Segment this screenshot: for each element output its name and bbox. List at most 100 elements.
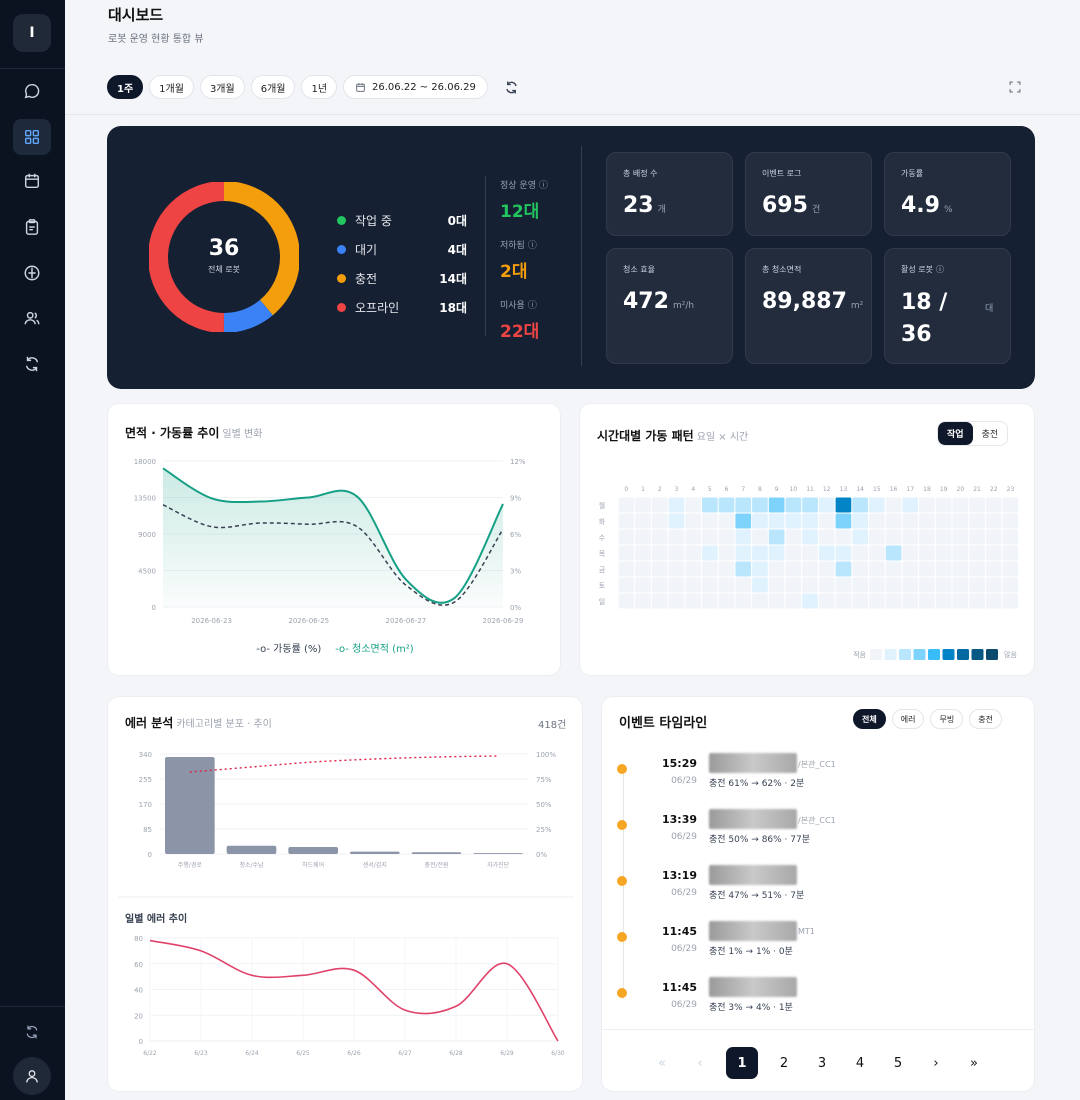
event-date: 06/29 <box>671 944 697 954</box>
error-bar <box>165 756 215 854</box>
page-1-button[interactable]: 1 <box>726 1047 758 1079</box>
event-date: 06/29 <box>671 832 697 842</box>
info-icon[interactable]: ⓘ <box>538 181 548 191</box>
day-label: 토 <box>599 582 606 590</box>
hour-label: 20 <box>957 486 965 493</box>
timeline-event[interactable]: 13:19 06/29 충전 47% → 51% · 7분 <box>602 865 1022 925</box>
kpi-label: 활성 로봇 ⓘ <box>901 264 944 275</box>
prev-page-button[interactable]: ‹ <box>697 1055 703 1071</box>
page-4-button[interactable]: 4 <box>855 1055 865 1071</box>
sidebar-sync-button[interactable] <box>13 1014 51 1050</box>
filter-error[interactable]: 에러 <box>891 709 925 729</box>
sidebar-item-dashboard[interactable] <box>13 119 51 155</box>
page-2-button[interactable]: 2 <box>779 1055 789 1071</box>
heatmap-cell <box>768 593 785 609</box>
hour-label: 21 <box>973 486 981 493</box>
timeline-event[interactable]: 11:45 06/29 충전 3% → 4% · 1분 <box>602 977 1022 1037</box>
legend-rate[interactable]: -o- 가동률 (%) <box>256 644 322 655</box>
y-tick: 0 <box>139 1038 143 1046</box>
day-label: 월 <box>599 501 605 510</box>
toggle-work[interactable]: 작업 <box>938 422 973 445</box>
sidebar-item-tasks[interactable] <box>13 209 51 245</box>
donut-segment <box>149 182 299 332</box>
info-icon[interactable]: ⓘ <box>527 241 537 251</box>
heatmap-cell <box>752 529 768 545</box>
error-count: 418건 <box>538 720 567 731</box>
heatmap-cell <box>768 561 785 577</box>
kpi-value: 4.9% <box>901 193 953 218</box>
app-logo[interactable]: I <box>13 14 51 52</box>
heatmap-cell <box>952 593 969 609</box>
heatmap-cell <box>635 593 651 609</box>
hour-label: 9 <box>775 486 779 493</box>
heatmap-cell <box>668 593 685 609</box>
y-tick-left: 0 <box>148 851 152 859</box>
x-tick: 6/27 <box>398 1050 412 1057</box>
timeline-event[interactable]: 13:39 06/29 /본관_CC1 충전 50% → 86% · 77분 <box>602 809 1022 869</box>
kpi-assigned: 총 배정 수 23 개 <box>606 152 733 236</box>
heatmap-cell <box>752 497 768 513</box>
heatmap-cell <box>885 593 902 609</box>
legend-swatch <box>957 649 969 660</box>
heatmap-cell <box>885 545 902 561</box>
sidebar-item-map[interactable] <box>13 255 51 291</box>
next-page-button[interactable]: › <box>933 1055 939 1071</box>
refresh-button[interactable] <box>500 75 524 99</box>
heatmap-cell <box>952 545 969 561</box>
category-label: 주행/경로 <box>178 861 203 869</box>
filter-charging[interactable]: 충전 <box>969 709 1002 729</box>
x-tick: 6/29 <box>500 1050 514 1057</box>
sidebar-item-calendar[interactable] <box>13 163 51 199</box>
user-avatar[interactable] <box>13 1057 51 1095</box>
sidebar-item-chat[interactable] <box>13 73 51 109</box>
toggle-charge[interactable]: 충전 <box>981 430 999 440</box>
fullscreen-button[interactable] <box>1008 79 1022 98</box>
heatmap-cell <box>651 577 668 593</box>
kpi-label-text: 활성 로봇 <box>901 265 933 274</box>
kpi-unit: 건 <box>811 205 821 215</box>
health-degraded-value: 2대 <box>500 262 528 282</box>
heatmap-cell <box>935 497 952 513</box>
card-title: 이벤트 타임라인 <box>619 716 708 731</box>
period-3m-button[interactable]: 3개월 <box>199 75 245 99</box>
sidebar-item-sync[interactable] <box>13 346 51 382</box>
period-6m-button[interactable]: 6개월 <box>250 75 296 99</box>
kpi-number: 472 <box>623 289 669 314</box>
page-3-button[interactable]: 3 <box>817 1055 827 1071</box>
heatmap-cell <box>952 513 969 529</box>
y-tick-right: 100% <box>536 751 556 759</box>
period-filter: 1주 1개월 3개월 6개월 1년 26.06.22 ~ 26.06.29 <box>107 75 524 99</box>
event-dot <box>617 764 627 774</box>
date-range-picker[interactable]: 26.06.22 ~ 26.06.29 <box>343 75 488 99</box>
timeline-event[interactable]: 15:29 06/29 /본관_CC1 충전 61% → 62% · 2분 <box>602 753 1022 813</box>
legend-label: 충전 <box>355 272 378 286</box>
heatmap-cell <box>919 529 935 545</box>
legend-swatch <box>971 649 984 660</box>
last-page-button[interactable]: » <box>970 1055 978 1071</box>
info-icon[interactable]: ⓘ <box>935 265 944 274</box>
heatmap-cell <box>651 529 668 545</box>
period-1m-button[interactable]: 1개월 <box>149 75 194 99</box>
heatmap-cell <box>985 593 1002 609</box>
sidebar-item-users[interactable] <box>13 300 51 336</box>
legend-swatch <box>986 649 998 660</box>
heatmap-cell <box>852 545 868 561</box>
filter-moving[interactable]: 무빙 <box>930 709 964 729</box>
heatmap-card: 시간대별 가동 패턴 요일 × 시간 작업 충전 0 1 2 3 4 5 6 7 8 9 10 11 12… <box>579 403 1035 676</box>
legend-area[interactable]: -o- 청소면적 (m²) <box>335 644 414 655</box>
heatmap-cell <box>852 577 868 593</box>
x-tick: 6/25 <box>296 1050 310 1057</box>
filter-all[interactable]: 전체 <box>853 709 886 729</box>
period-1y-button[interactable]: 1년 <box>301 75 338 99</box>
first-page-button[interactable]: « <box>658 1055 666 1071</box>
page-5-button[interactable]: 5 <box>893 1055 903 1071</box>
timeline-event[interactable]: 11:45 06/29 MT1 충전 1% → 1% · 0분 <box>602 921 1022 981</box>
info-icon[interactable]: ⓘ <box>527 301 537 311</box>
heatmap-cell <box>852 561 868 577</box>
heatmap-cell <box>869 529 885 545</box>
hour-label: 22 <box>990 486 998 493</box>
hour-label: 12 <box>823 486 831 493</box>
period-1w-button[interactable]: 1주 <box>107 75 144 99</box>
heatmap-cell <box>768 577 785 593</box>
kpi-event-log: 이벤트 로그 695 건 <box>745 152 872 236</box>
